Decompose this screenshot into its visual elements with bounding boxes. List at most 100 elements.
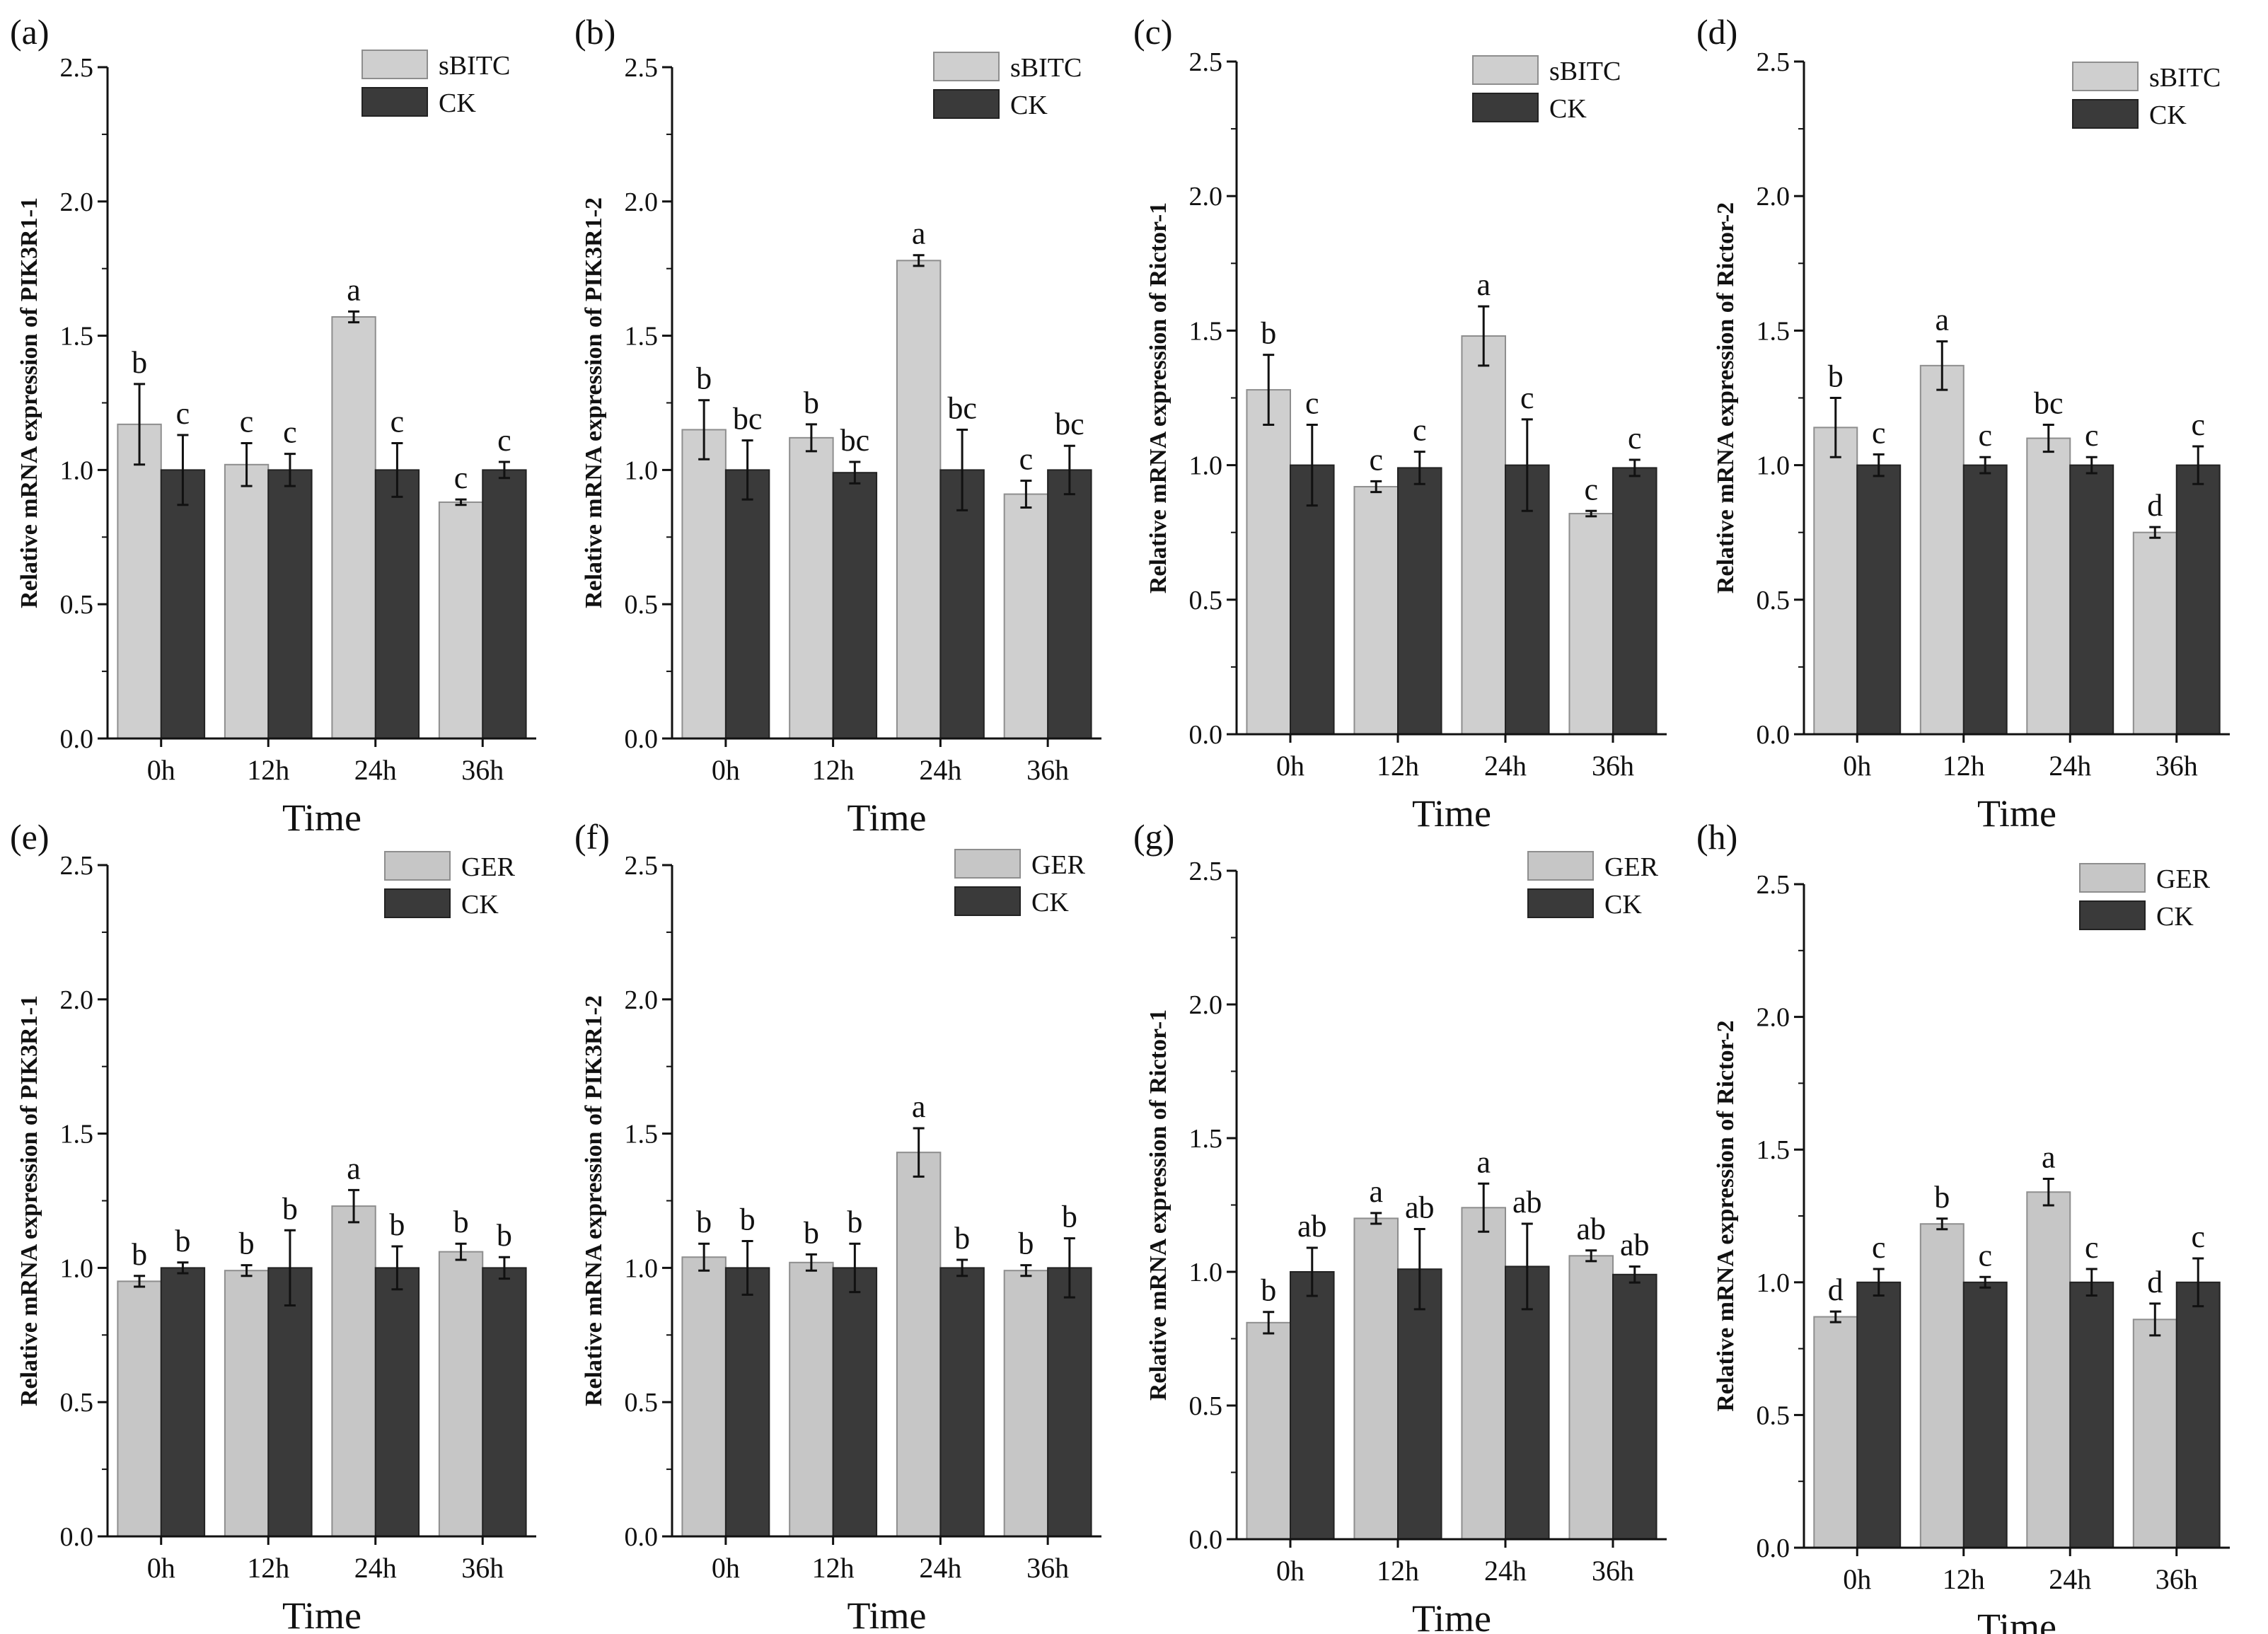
bar-treatment-36h: [438, 1251, 484, 1538]
bar-ck-36h: [2175, 1281, 2221, 1549]
y-tick-label: 2.0: [1757, 182, 1790, 212]
panel-label: (g): [1133, 817, 1174, 857]
y-tick-label: 1.0: [1189, 1258, 1223, 1287]
bar-ck-0h: [724, 1267, 770, 1538]
y-tick-label: 0.0: [60, 724, 94, 754]
bar-ck-12h: [267, 1267, 313, 1538]
significance-letter: bc: [733, 402, 763, 436]
y-tick-label: 1.5: [625, 322, 659, 352]
x-tick-label: 12h: [812, 1552, 855, 1584]
bar-treatment-36h: [1003, 493, 1049, 740]
panel-label: (b): [574, 12, 615, 52]
bar-ck-0h: [160, 469, 206, 740]
x-tick-label: 12h: [1377, 1555, 1419, 1587]
x-tick-label: 0h: [712, 754, 740, 786]
significance-letter: a: [1476, 1145, 1491, 1179]
significance-letter: ab: [1405, 1190, 1435, 1225]
bar-ck-12h: [1397, 467, 1442, 735]
bar-treatment-12h: [789, 1261, 834, 1537]
y-axis-title: Relative mRNA expression of PIK3R1-1: [16, 197, 42, 608]
significance-letter: c: [1872, 415, 1886, 450]
significance-letter: d: [2147, 1265, 2163, 1299]
significance-letter: b: [497, 1218, 512, 1253]
y-tick-label: 1.0: [1189, 451, 1223, 481]
y-tick-label: 2.5: [1757, 870, 1790, 900]
y-tick-label: 1.0: [625, 1253, 659, 1283]
legend-label-treatment: GER: [1604, 852, 1659, 882]
y-axis-title: Relative mRNA expression of Rictor-1: [1145, 202, 1171, 593]
bar-ck-0h: [160, 1267, 206, 1538]
x-tick-label: 24h: [2049, 750, 2091, 782]
significance-letter: b: [1828, 359, 1844, 394]
bar-treatment-0h: [1246, 1321, 1291, 1540]
panel-label: (f): [574, 817, 610, 857]
y-tick-label: 1.5: [60, 322, 94, 352]
legend-label-ck: CK: [1549, 94, 1587, 124]
bar-treatment-24h: [896, 260, 942, 739]
legend-label-ck: CK: [2149, 100, 2187, 130]
bar-treatment-24h: [896, 1152, 942, 1537]
y-tick-label: 2.5: [60, 53, 94, 83]
y-tick-label: 0.0: [60, 1522, 94, 1552]
x-tick-label: 24h: [919, 754, 961, 786]
bar-treatment-24h: [2026, 1191, 2071, 1549]
legend-label-ck: CK: [461, 890, 499, 920]
y-tick-label: 1.5: [1189, 316, 1223, 346]
x-tick-label: 0h: [147, 754, 175, 786]
significance-letter: b: [1934, 1180, 1950, 1215]
y-tick-label: 1.5: [60, 1120, 94, 1149]
y-axis-title: Relative mRNA expression of PIK3R1-2: [581, 197, 607, 608]
legend-swatch-ck: [361, 87, 428, 117]
y-tick-label: 2.5: [1189, 857, 1223, 886]
y-tick-label: 2.0: [1189, 990, 1223, 1020]
bar-treatment-12h: [224, 463, 270, 739]
legend-swatch-ck: [384, 888, 451, 918]
y-tick-label: 1.0: [625, 456, 659, 485]
legend-swatch-treatment: [384, 851, 451, 881]
bar-ck-36h: [1612, 467, 1657, 735]
x-axis-title: Time: [282, 1594, 361, 1634]
bar-treatment-24h: [1461, 1207, 1506, 1541]
y-tick-label: 2.5: [1757, 47, 1790, 77]
y-tick-label: 2.0: [625, 187, 659, 217]
significance-letter: a: [347, 272, 361, 307]
significance-letter: b: [847, 1205, 862, 1239]
significance-letter: b: [804, 386, 819, 420]
bar-ck-12h: [267, 469, 313, 740]
bar-ck-24h: [939, 469, 985, 740]
significance-letter: a: [2042, 1140, 2056, 1174]
x-tick-label: 0h: [1276, 1555, 1304, 1587]
x-axis-title: Time: [847, 796, 926, 839]
bar-treatment-12h: [789, 436, 834, 740]
x-axis-title: Time: [847, 1594, 926, 1634]
significance-letter: a: [912, 1089, 926, 1124]
significance-letter: bc: [1055, 407, 1084, 441]
x-tick-label: 36h: [1026, 1552, 1069, 1584]
significance-letter: c: [1305, 386, 1319, 421]
x-tick-label: 0h: [712, 1552, 740, 1584]
bar-ck-36h: [1047, 469, 1092, 740]
bar-ck-0h: [724, 469, 770, 740]
chart-panel-8: (h)dc0hbc12hac24hdc36h0.00.51.01.52.02.5…: [1696, 817, 2230, 1634]
legend-label-treatment: sBITC: [1549, 57, 1621, 86]
legend-swatch-treatment: [2072, 62, 2139, 91]
bar-ck-24h: [2069, 1281, 2114, 1549]
bar-ck-36h: [482, 469, 527, 740]
chart-panel-4: (d)bc0hac12hbcc24hdc36h0.00.51.01.52.02.…: [1696, 12, 2230, 835]
significance-letter: c: [2085, 1230, 2099, 1265]
significance-letter: b: [1261, 1273, 1276, 1308]
x-tick-label: 24h: [354, 754, 397, 786]
x-tick-label: 24h: [919, 1552, 961, 1584]
y-tick-label: 2.0: [60, 985, 94, 1015]
y-tick-label: 0.5: [1757, 1401, 1790, 1430]
legend-swatch-treatment: [2079, 863, 2146, 893]
x-tick-label: 24h: [1484, 1555, 1527, 1587]
legend-label-treatment: GER: [2156, 864, 2211, 894]
significance-letter: b: [696, 1205, 712, 1239]
bar-ck-24h: [939, 1267, 985, 1538]
significance-letter: b: [132, 345, 147, 380]
bar-ck-0h: [1856, 1281, 1902, 1549]
y-tick-label: 1.0: [60, 456, 94, 485]
bar-treatment-36h: [2132, 1319, 2177, 1548]
significance-letter: d: [1828, 1273, 1844, 1307]
